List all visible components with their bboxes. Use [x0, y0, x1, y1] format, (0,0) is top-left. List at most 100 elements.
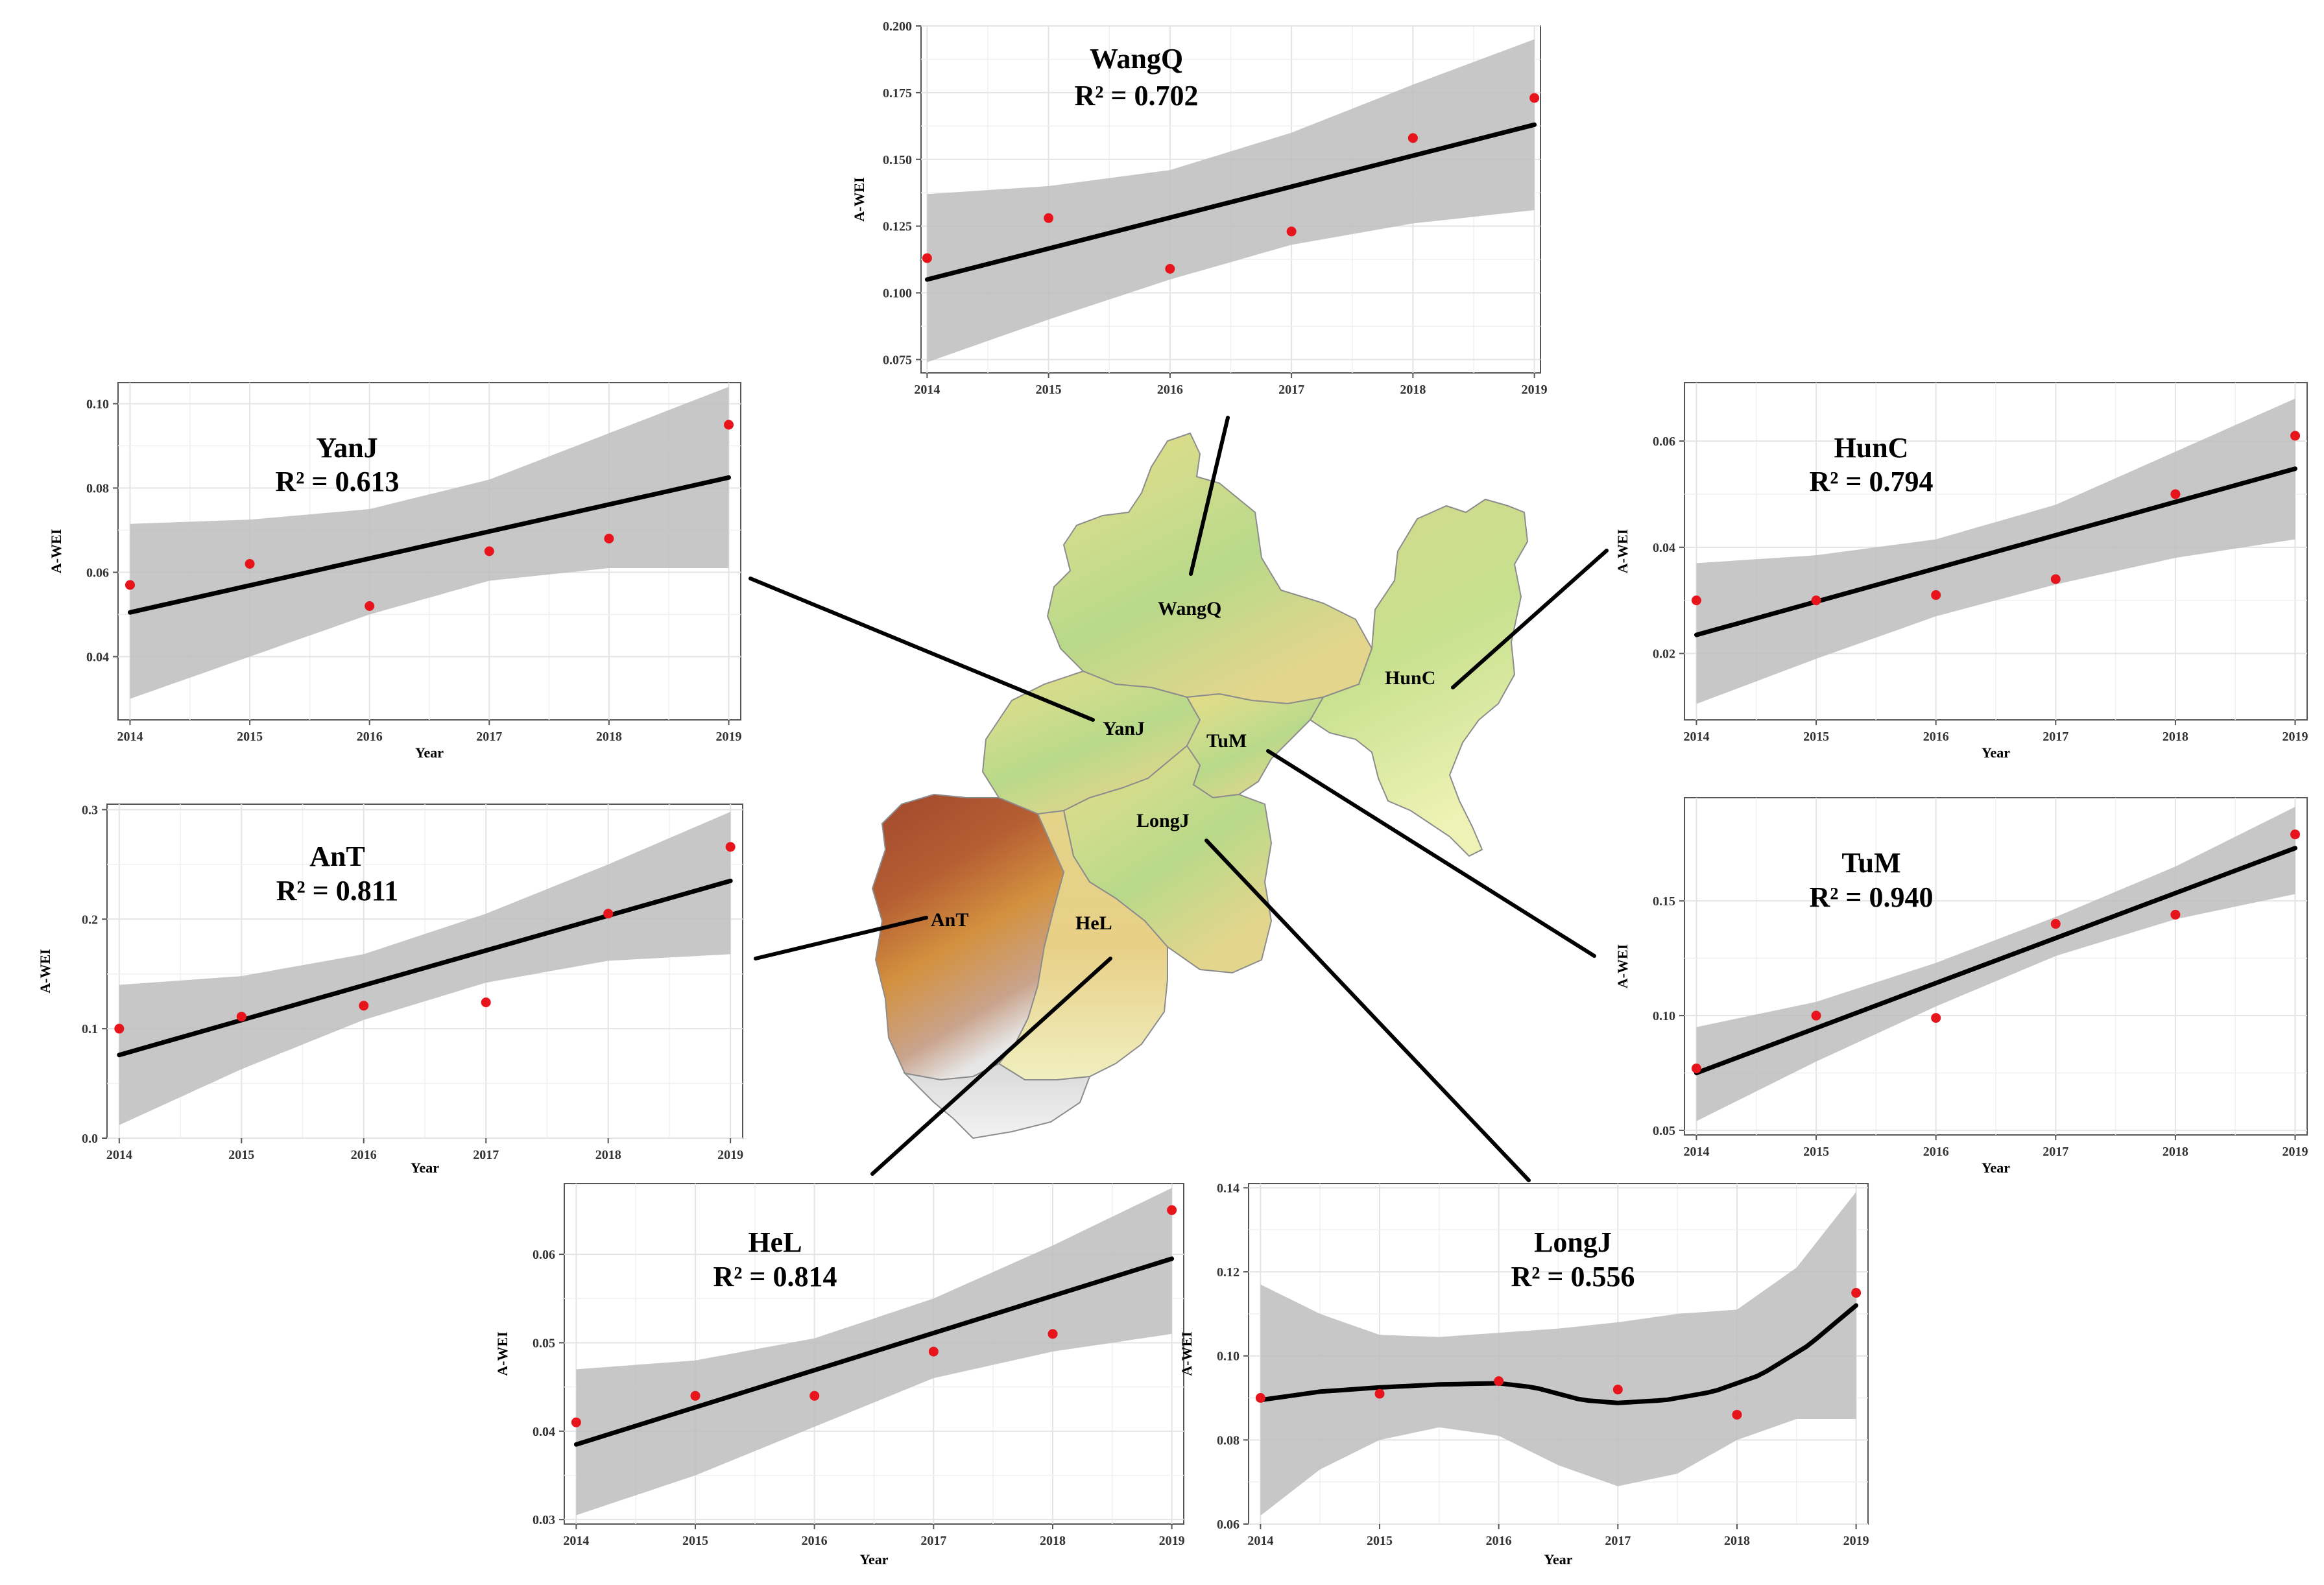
ant-y-tick-label: 0.0 [82, 1132, 98, 1146]
tum-confidence-band [1696, 807, 2295, 1121]
wangq-data-point [1165, 264, 1175, 274]
hel-x-tick-label: 2015 [682, 1534, 708, 1548]
tum-x-tick-label: 2015 [1803, 1145, 1829, 1159]
ant-data-point [603, 909, 614, 919]
longj-x-tick-label: 2019 [1843, 1534, 1869, 1548]
hel-y-tick-label: 0.03 [533, 1513, 555, 1527]
hunc-data-point [2290, 431, 2301, 441]
yanj-data-point [724, 420, 734, 430]
wangq-r2-label: R² = 0.702 [1074, 80, 1198, 112]
tum-x-tick-label: 2017 [2042, 1145, 2068, 1159]
hel-data-point [809, 1390, 820, 1401]
wangq-x-tick-label: 2016 [1157, 383, 1183, 397]
tum-chart-title: TuM [1841, 847, 1900, 879]
leader-line-tum [1266, 749, 1596, 958]
longj-x-tick-label: 2014 [1247, 1534, 1273, 1548]
longj-data-point [1255, 1393, 1265, 1403]
wangq-y-tick-label: 0.150 [883, 153, 912, 167]
hel-data-point [571, 1417, 581, 1427]
hel-x-tick-label: 2016 [802, 1534, 828, 1548]
hunc-y-tick-label: 0.06 [1653, 435, 1675, 449]
tum-data-point [1691, 1063, 1701, 1073]
wangq-y-tick-label: 0.175 [883, 86, 912, 101]
hel-x-tick-label: 2018 [1040, 1534, 1066, 1548]
wangq-x-tick-label: 2017 [1278, 383, 1304, 397]
chart-panel-wangq: 2014 2015 2016 2017 2018 2019 0.075 0.100 0.125 0… [851, 19, 1548, 397]
longj-y-tick-label: 0.12 [1217, 1265, 1240, 1280]
chart-panel-ant: 2014 2015 2016 2017 2018 2019 0.0 0.1 0.2 0.3 A-WE… [37, 803, 743, 1176]
wangq-x-tick-label: 2018 [1400, 383, 1426, 397]
ant-data-point [725, 842, 736, 852]
hel-data-point [928, 1346, 939, 1357]
hunc-y-tick-label: 0.02 [1653, 647, 1675, 661]
tum-y-tick-label: 0.10 [1653, 1009, 1675, 1023]
wangq-x-tick-label: 2014 [914, 383, 940, 397]
hel-x-tick-label: 2014 [563, 1534, 589, 1548]
hel-data-point [1048, 1329, 1058, 1339]
chart-panel-yanj: 2014 2015 2016 2017 2018 2019 0.04 0.06 0.08 0.10… [48, 382, 742, 761]
tum-data-point [1811, 1010, 1821, 1021]
hunc-x-tick-label: 2018 [2162, 730, 2188, 744]
map-label-longj: LongJ [1136, 810, 1190, 831]
hel-x-axis-label: Year [860, 1551, 889, 1567]
hel-data-point [1167, 1205, 1177, 1215]
tum-data-point [2050, 919, 2061, 929]
longj-chart-title: LongJ [1534, 1226, 1612, 1258]
ant-x-tick-label: 2014 [106, 1148, 132, 1162]
tum-x-tick-label: 2018 [2162, 1145, 2188, 1159]
hunc-x-tick-label: 2019 [2282, 730, 2308, 744]
yanj-data-point [604, 534, 614, 543]
hel-x-tick-label: 2017 [920, 1534, 946, 1548]
yanj-x-tick-label: 2017 [476, 730, 502, 744]
map-label-hunc: HunC [1385, 667, 1435, 689]
ant-data-point [359, 1001, 369, 1011]
tum-x-tick-label: 2019 [2282, 1145, 2308, 1159]
ant-chart-title: AnT [309, 840, 365, 872]
yanj-fit-line [128, 475, 731, 615]
wangq-y-axis-label: A-WEI [851, 177, 867, 221]
wangq-data-point [1044, 213, 1054, 223]
hunc-fit-line [1694, 466, 2297, 638]
ant-x-tick-label: 2015 [228, 1148, 254, 1162]
leader-line-longj [1204, 839, 1531, 1182]
yanj-y-axis-label: A-WEI [48, 529, 64, 573]
tum-data-point [2290, 829, 2301, 840]
longj-data-point [1732, 1409, 1742, 1420]
ant-x-tick-label: 2018 [595, 1148, 621, 1162]
chart-panel-hunc: 2014 2015 2016 2017 2018 2019 0.02 0.04 0.06 A-WE… [1614, 382, 2308, 761]
tum-data-point [2170, 909, 2181, 920]
hel-chart-title: HeL [748, 1226, 802, 1258]
wangq-y-tick-label: 0.100 [883, 287, 912, 301]
map-region-hunc [1309, 498, 1529, 857]
leader-line-wangq [1189, 416, 1230, 576]
longj-data-point [1851, 1288, 1862, 1298]
longj-x-tick-label: 2018 [1724, 1534, 1750, 1548]
wangq-y-tick-label: 0.125 [883, 220, 912, 234]
hunc-data-point [1811, 595, 1821, 606]
wangq-x-tick-label: 2015 [1036, 383, 1062, 397]
wangq-data-point [1408, 133, 1418, 143]
longj-data-point [1374, 1388, 1385, 1399]
yanj-x-tick-label: 2015 [237, 730, 263, 744]
map-label-tum: TuM [1206, 730, 1247, 752]
ant-fit-line [117, 878, 733, 1058]
hunc-x-axis-label: Year [1982, 745, 2010, 761]
yanj-y-tick-label: 0.06 [86, 566, 109, 580]
map-label-ant: AnT [931, 909, 968, 931]
hunc-x-tick-label: 2016 [1923, 730, 1949, 744]
longj-x-tick-label: 2015 [1367, 1534, 1393, 1548]
yanj-x-tick-label: 2014 [117, 730, 143, 744]
leader-lines [749, 416, 1609, 1182]
wangq-x-tick-label: 2019 [1522, 383, 1548, 397]
ant-x-tick-label: 2017 [473, 1148, 499, 1162]
ant-data-point [114, 1023, 125, 1034]
tum-y-tick-label: 0.15 [1653, 894, 1675, 909]
tum-x-tick-label: 2014 [1683, 1145, 1709, 1159]
longj-y-tick-label: 0.08 [1217, 1433, 1240, 1448]
tum-x-tick-label: 2016 [1923, 1145, 1949, 1159]
hel-y-tick-label: 0.05 [533, 1336, 555, 1350]
hel-y-tick-label: 0.06 [533, 1248, 555, 1262]
longj-r2-label: R² = 0.556 [1511, 1261, 1635, 1293]
hunc-chart-title: HunC [1834, 432, 1909, 464]
